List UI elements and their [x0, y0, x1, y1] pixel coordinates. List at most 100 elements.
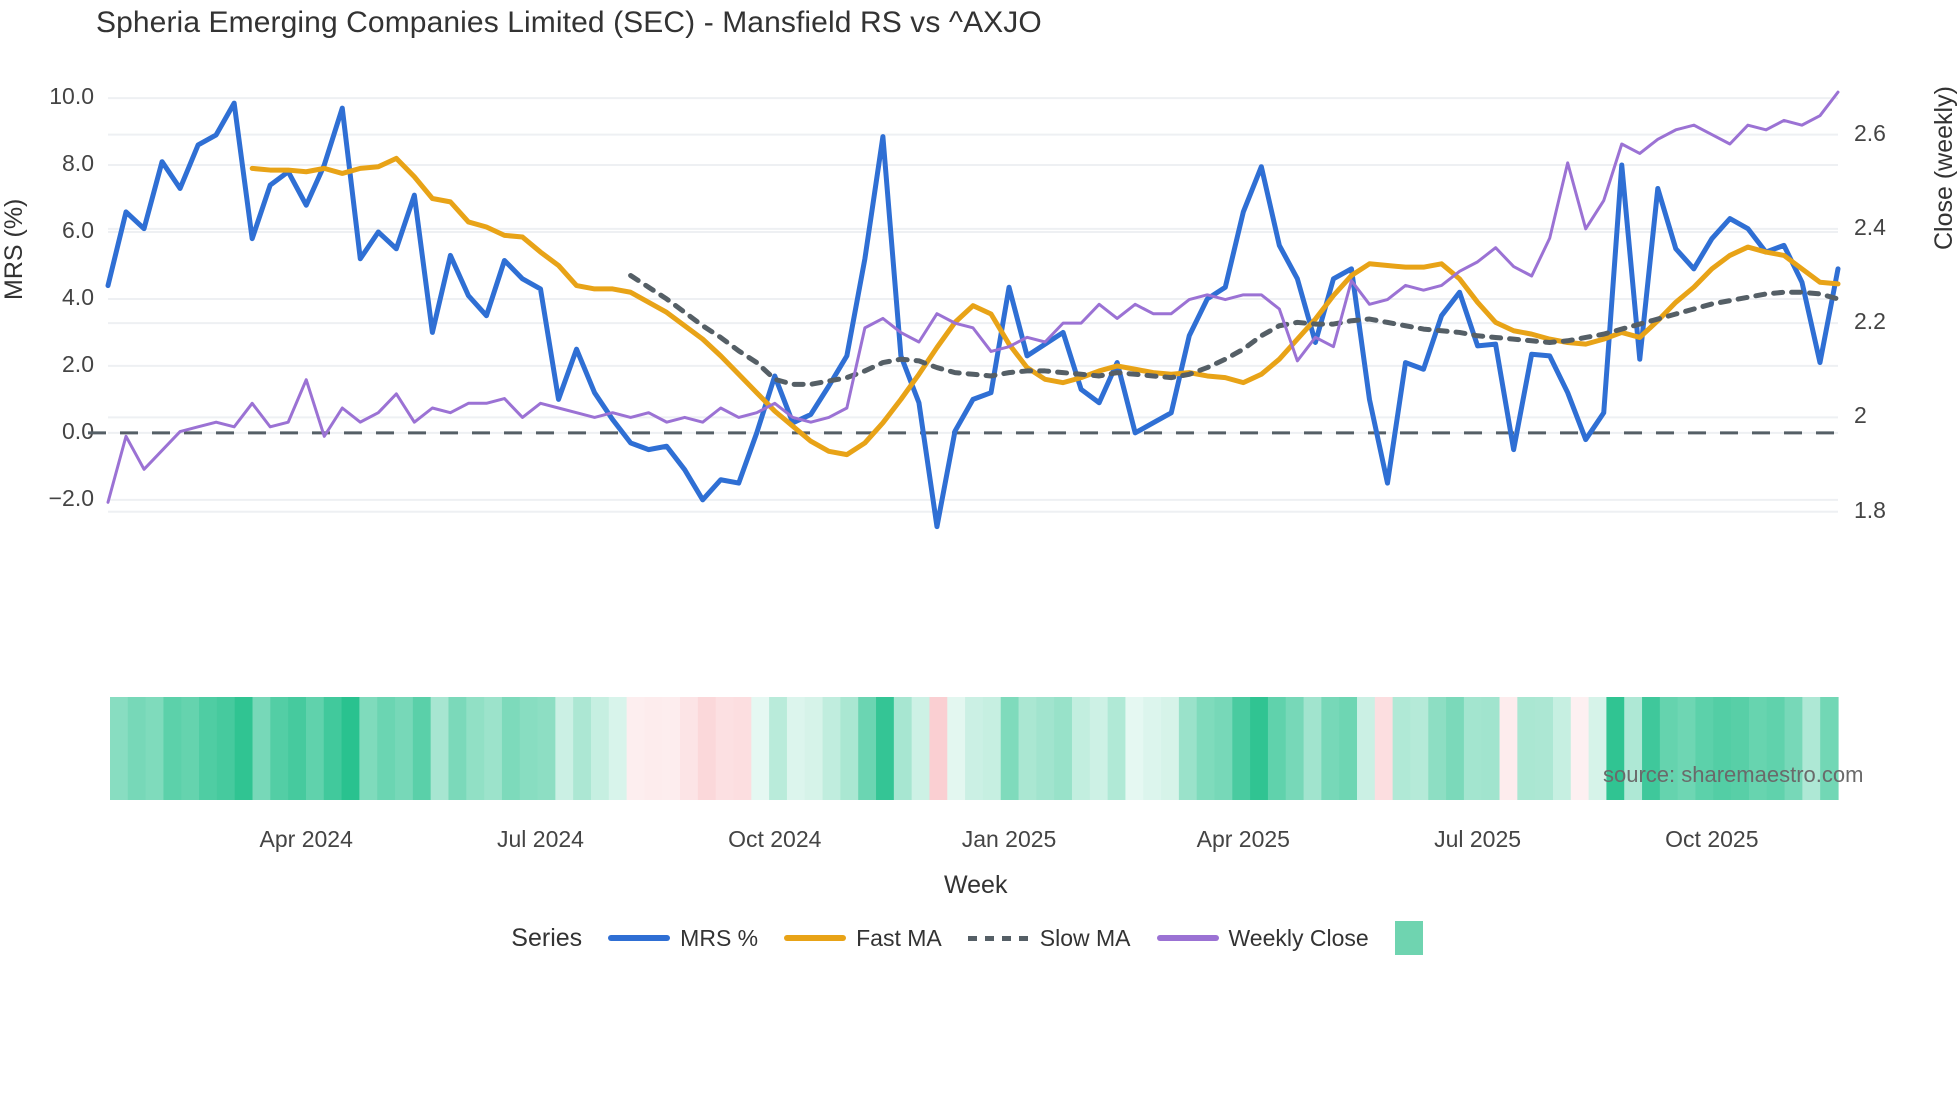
series-line-weekly-close	[106, 90, 1840, 504]
heatmap-cell	[1143, 697, 1162, 800]
heatmap-cell	[965, 697, 984, 800]
heatmap-cell	[555, 697, 574, 800]
heatmap-cell	[1267, 697, 1287, 800]
heatmap-cell	[1428, 697, 1447, 800]
legend-swatch-dashed	[967, 935, 1030, 941]
heatmap-cell	[430, 697, 450, 800]
heatmap-cell	[840, 697, 859, 800]
heatmap-cell	[1535, 697, 1554, 800]
legend-swatch-line	[784, 935, 847, 941]
x-tick: Apr 2025	[1196, 826, 1290, 852]
heatmap-cell	[1784, 697, 1803, 800]
heatmap-cell	[1339, 697, 1358, 800]
heatmap-cell	[911, 697, 931, 800]
heatmap-cell	[448, 697, 467, 800]
y-tick-left: −2.0	[48, 484, 94, 511]
heatmap-cell	[608, 697, 628, 800]
x-tick: Jul 2024	[497, 826, 584, 852]
x-tick: Jan 2025	[961, 826, 1057, 852]
y-tick-right: 2	[1854, 402, 1867, 429]
heatmap-cell	[1463, 697, 1483, 800]
y-tick-left: 0.0	[62, 417, 94, 444]
heatmap-cell	[145, 697, 165, 800]
heatmap-cell	[1748, 697, 1768, 800]
heatmap-cell	[270, 697, 289, 800]
heatmap-cell	[537, 697, 556, 800]
heatmap-cell	[216, 697, 236, 800]
heatmap-cell	[1374, 697, 1394, 800]
y-tick-left: 6.0	[62, 217, 94, 243]
heatmap-cell	[804, 697, 824, 800]
heatmap-cell	[1677, 697, 1697, 800]
legend-label: Weekly Close	[1228, 924, 1369, 951]
heatmap-cell	[893, 697, 913, 800]
legend-item[interactable]: Fast MA	[784, 925, 942, 952]
legend-item[interactable]: Slow MA	[967, 924, 1131, 952]
heatmap-cell	[1303, 697, 1322, 800]
heatmap-cell	[1766, 697, 1786, 800]
legend-label: MRS %	[680, 924, 759, 951]
heatmap-cell	[769, 697, 788, 800]
heatmap-cell	[822, 697, 841, 800]
heatmap-cell	[341, 697, 360, 800]
heatmap-cell	[1107, 697, 1127, 800]
heatmap-cell	[1570, 697, 1590, 800]
heatmap-cell	[1624, 697, 1643, 800]
heatmap-cell	[1695, 697, 1714, 800]
heatmap-cell	[110, 697, 129, 800]
heatmap-cell	[1659, 697, 1679, 800]
legend-item[interactable]: MRS %	[608, 925, 758, 952]
y-tick-right: 2.6	[1854, 119, 1886, 146]
legend-label: Slow MA	[1039, 924, 1131, 951]
heatmap-cell	[1000, 697, 1020, 800]
heatmap-cell	[644, 697, 663, 800]
legend-item[interactable]: Weekly Close	[1156, 924, 1369, 952]
heatmap-cell	[590, 697, 610, 800]
heatmap-cell	[662, 697, 681, 800]
legend-swatch-box	[1394, 921, 1423, 955]
heatmap-cell	[1250, 697, 1269, 800]
heatmap-cell	[1161, 697, 1180, 800]
heatmap-cell	[715, 697, 735, 800]
heatmap-cell	[947, 697, 966, 800]
heatmap-cell	[1517, 697, 1536, 800]
x-tick: Oct 2024	[728, 826, 822, 852]
heatmap-cell	[484, 697, 503, 800]
heatmap-cell	[1820, 697, 1839, 800]
heatmap-cell	[1802, 697, 1821, 800]
heatmap-cell	[181, 697, 200, 800]
heatmap-cell	[1054, 697, 1073, 800]
heatmap-cell	[127, 697, 147, 800]
heatmap-cell	[751, 697, 770, 800]
heatmap-cell	[1357, 697, 1376, 800]
heatmap-cell	[1321, 697, 1340, 800]
legend-item[interactable]	[1394, 921, 1423, 955]
heatmap-cell	[680, 697, 699, 800]
heatmap-cell	[876, 697, 895, 800]
x-axis-label: Week	[944, 871, 1008, 899]
heatmap-cell	[234, 697, 254, 800]
heatmap-cell	[573, 697, 592, 800]
heatmap-cell	[929, 697, 948, 800]
heatmap-cell	[786, 697, 806, 800]
y-tick-left: 8.0	[62, 150, 94, 177]
chart-legend: Series MRS % Fast MA Slow MA Weekly Close	[0, 921, 1960, 955]
heatmap-cell	[733, 697, 752, 800]
heatmap-cell	[1713, 697, 1732, 800]
heatmap-cell	[1410, 697, 1429, 800]
heatmap-cell	[1642, 697, 1661, 800]
y-tick-left: 10.0	[49, 83, 94, 110]
y-tick-right: 1.8	[1854, 496, 1886, 523]
heatmap-cell	[305, 697, 325, 800]
x-tick: Oct 2025	[1665, 826, 1759, 852]
heatmap-cell	[1125, 697, 1144, 800]
x-tick: Apr 2024	[259, 826, 353, 852]
heatmap-cell	[1018, 697, 1037, 800]
heatmap-cell	[1196, 697, 1216, 800]
heatmap-cell	[1232, 697, 1251, 800]
y-tick-left: 2.0	[62, 350, 94, 377]
heatmap-cell	[1214, 697, 1233, 800]
heatmap-cell	[377, 697, 396, 800]
heatmap-cell	[1731, 697, 1750, 800]
